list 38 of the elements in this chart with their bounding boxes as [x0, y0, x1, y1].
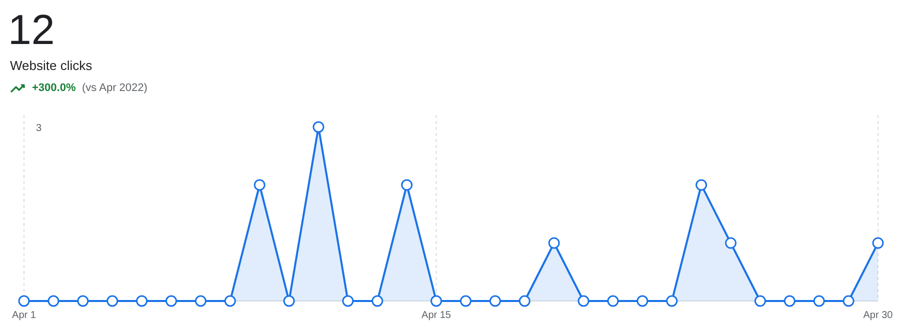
point	[77, 295, 89, 307]
point	[254, 179, 266, 191]
point	[106, 295, 118, 307]
point	[283, 295, 295, 307]
point	[725, 237, 737, 249]
point	[578, 295, 590, 307]
text: +300.0%	[32, 82, 76, 94]
annotation: 3	[36, 123, 42, 134]
point	[518, 295, 530, 307]
point	[165, 295, 177, 307]
point	[312, 121, 324, 133]
point	[636, 295, 648, 307]
point	[372, 295, 384, 307]
point	[872, 237, 884, 249]
point	[754, 295, 766, 307]
point	[607, 295, 619, 307]
x-tick-label: Apr 1	[12, 310, 36, 321]
point	[813, 295, 825, 307]
point	[342, 295, 354, 307]
point	[842, 295, 854, 307]
point	[136, 295, 148, 307]
point	[548, 237, 560, 249]
text: (vs Apr 2022)	[82, 82, 148, 94]
point	[48, 295, 60, 307]
point	[460, 295, 472, 307]
point	[224, 295, 236, 307]
x-tick-label: Apr 15	[422, 310, 452, 321]
chart-title: 12	[8, 6, 55, 53]
point	[666, 295, 678, 307]
point	[696, 179, 708, 191]
point	[18, 295, 30, 307]
point	[489, 295, 501, 307]
point	[784, 295, 796, 307]
point	[401, 179, 413, 191]
point	[430, 295, 442, 307]
x-tick-label: Apr 30	[863, 310, 894, 321]
chart-subtitle: Website clicks	[10, 58, 93, 73]
point	[194, 295, 206, 307]
